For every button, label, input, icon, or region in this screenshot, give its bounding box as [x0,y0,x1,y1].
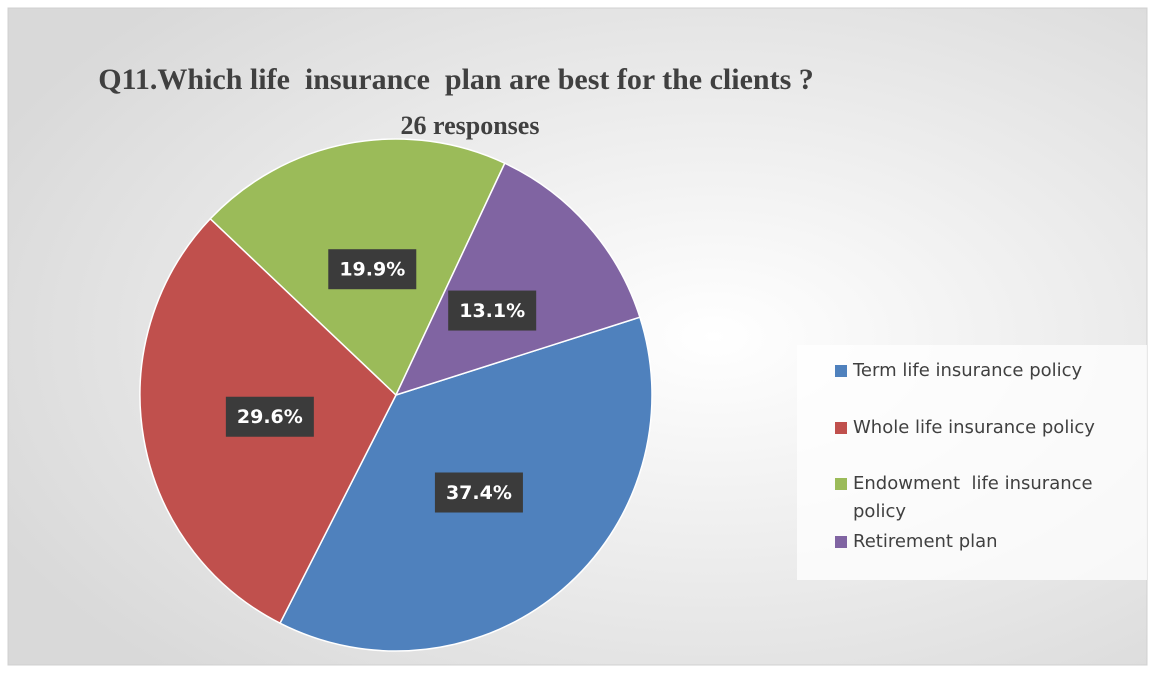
legend-item: Retirement plan [835,528,1143,556]
data-label: 19.9% [339,259,405,281]
data-label: 37.4% [446,482,512,504]
data-label-box [225,396,314,437]
data-label: 13.1% [459,300,525,322]
legend-item: Term life insurance policy [835,357,1143,385]
legend-swatch [835,536,847,548]
chart-title: Q11.Which life insurance plan are best f… [98,63,814,96]
data-label-box [448,290,537,331]
legend-label: Retirement plan [853,531,998,552]
legend: Term life insurance policy Whole life ins… [797,345,1147,580]
data-label-box [328,249,417,290]
legend-label: Term life insurance policy [853,360,1083,381]
legend-item: Whole life insurance policy [835,414,1143,442]
data-label: 29.6% [237,406,303,428]
pie-slice [394,162,641,397]
data-label-box [434,472,523,513]
legend-label: Whole life insurance policy [853,417,1095,438]
legend-swatch [835,422,847,434]
legend-swatch [835,478,847,490]
legend-item: Endowment life insurance policy [835,470,1143,526]
chart-subtitle: 26 responses [401,111,540,140]
legend-label: Endowment life insurance policy [853,473,1099,522]
legend-swatch [835,365,847,377]
